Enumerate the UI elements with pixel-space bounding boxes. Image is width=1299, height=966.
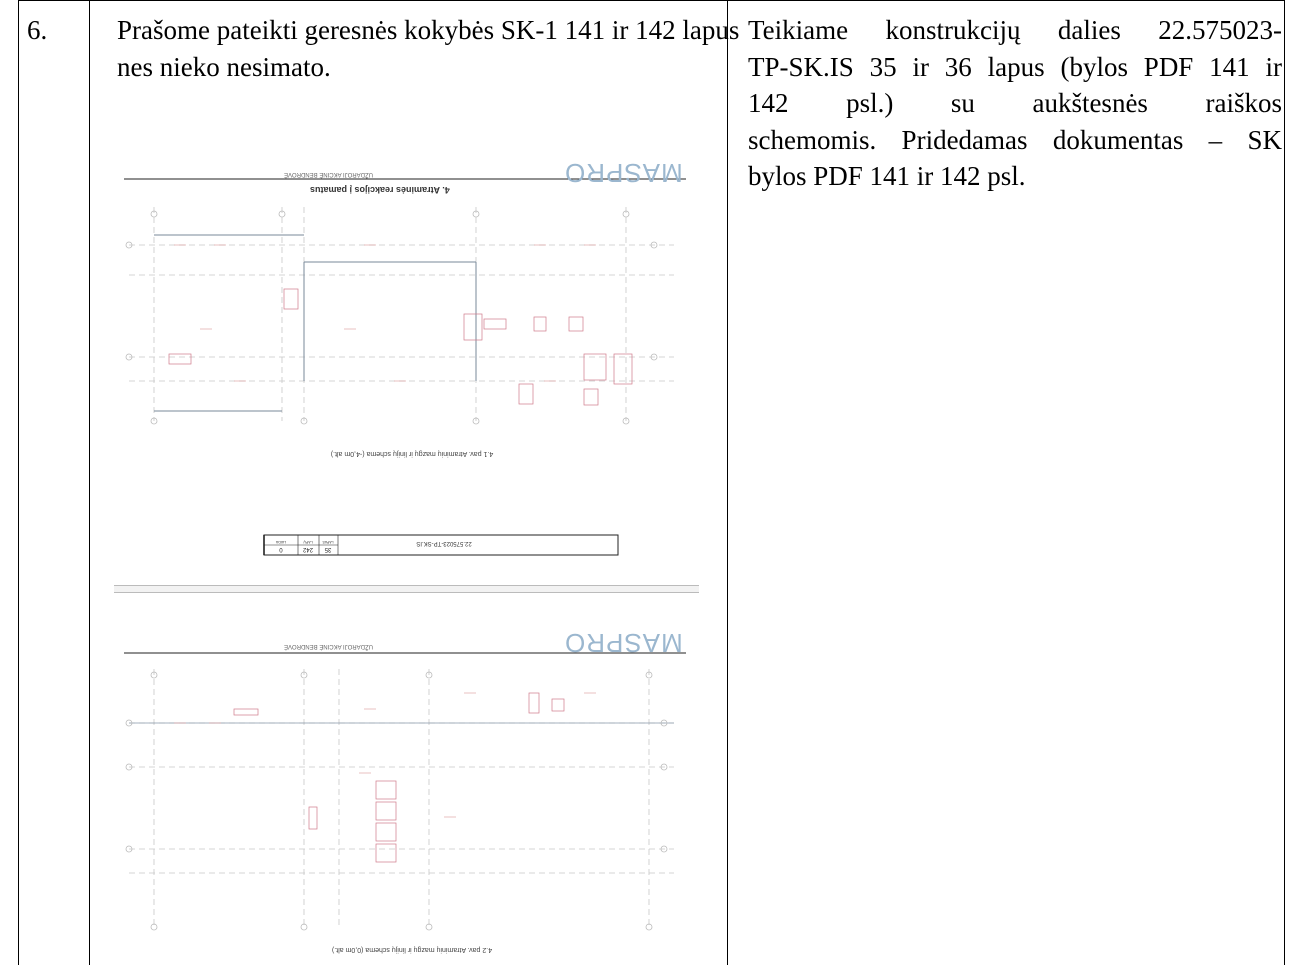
maspro-logo: MASPRO (564, 628, 683, 658)
answer-line: Teikiame konstrukcijų dalies 22.575023- (748, 15, 1282, 45)
stamp-code: 22.575023-TP-SK.IS (416, 540, 471, 546)
page-separator (114, 585, 699, 593)
company-name: UŽDAROJI AKCINĖ BENDROVĖ (284, 171, 374, 177)
drawing-sheet-141: MASPRO UŽDAROJI AKCINĖ BENDROVĖ 4. Atram… (114, 149, 699, 583)
stamp-sheets-total: 242 (302, 546, 313, 552)
company-name: UŽDAROJI AKCINĖ BENDROVĖ (284, 643, 374, 649)
stamp-edition: 0 (279, 546, 283, 552)
figure-caption: 4.2 pav. Atraminių mazgų ir linijų schem… (332, 946, 492, 953)
question-text: Prašome pateikti geresnės kokybės SK-1 1… (117, 15, 740, 82)
maspro-logo: MASPRO (564, 158, 683, 188)
figure-caption: 4.1 pav. Atraminių mazgų ir linijų schem… (331, 450, 494, 457)
answer-line: schemomis. Pridedamas dokumentas – SK (748, 124, 1282, 155)
column-divider-1 (89, 1, 90, 965)
section-title: 4. Atraminės reakcijos į pamatus (310, 185, 450, 195)
row-number: 6. (27, 15, 48, 45)
response-table: 6. Prašome pateikti geresnės kokybės SK-… (18, 0, 1285, 966)
drawing-sheet-142: MASPRO UŽDAROJI AKCINĖ BENDROVĖ (114, 597, 699, 966)
answer-line-last: bylos PDF 141 ir 142 psl. (748, 161, 1026, 191)
answer-line: 142 psl.) su aukštesnės raiškos (748, 88, 1282, 118)
foundation-plan-drawing: 4.1 pav. Atraminių mazgų ir linijų schem… (124, 178, 686, 556)
stamp-header: LAPŲ (303, 540, 313, 544)
answer-text: Teikiame konstrukcijų dalies 22.575023- … (748, 12, 1282, 195)
stamp-header: LAIDA (275, 540, 286, 544)
stamp-header: LAPAS (322, 540, 334, 544)
column-divider-2 (727, 1, 728, 965)
answer-line: TP-SK.IS 35 ir 36 lapus (bylos PDF 141 i… (748, 51, 1282, 82)
stamp-sheet: 35 (324, 546, 331, 552)
ground-floor-plan-drawing: 4.2 pav. Atraminių mazgų ir linijų schem… (124, 652, 686, 953)
